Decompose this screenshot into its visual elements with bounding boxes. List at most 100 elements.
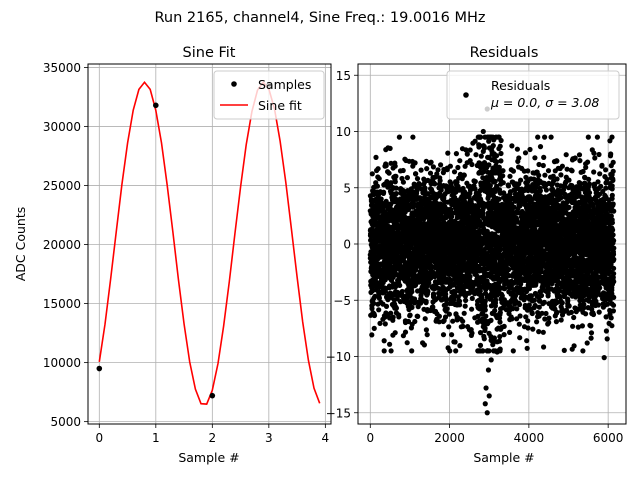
residual-point — [388, 348, 394, 354]
residual-point — [392, 330, 398, 336]
residual-point — [537, 188, 544, 194]
residual-point — [417, 182, 423, 188]
residual-point — [541, 154, 547, 160]
residual-point — [423, 327, 429, 333]
residual-point — [369, 305, 375, 312]
residual-point — [525, 318, 531, 324]
sine-fit-title: Sine Fit — [183, 45, 236, 61]
residual-point — [388, 310, 394, 316]
sine-fit-xtick-label: 3 — [265, 431, 273, 445]
residual-point — [425, 289, 431, 295]
residual-point — [457, 302, 463, 308]
residuals-ytick-label: 15 — [336, 69, 351, 83]
residual-point — [542, 172, 548, 178]
residual-point — [392, 163, 398, 169]
sine-fit-ytick-label: 20000 — [43, 238, 81, 252]
residual-point — [540, 329, 546, 335]
residual-point — [537, 144, 544, 150]
sine-fit-ytick-label: 15000 — [43, 297, 81, 311]
residual-point — [400, 167, 406, 174]
sine-fit-ytick-label: 35000 — [43, 61, 81, 75]
residual-point — [486, 348, 492, 354]
residual-point — [424, 166, 430, 172]
residual-point — [410, 200, 417, 206]
residual-point — [524, 345, 530, 351]
residual-point — [542, 134, 548, 140]
sine-fit-ytick-label: 5000 — [50, 415, 81, 429]
residual-point — [501, 332, 507, 338]
residual-point — [383, 163, 389, 169]
residual-point — [493, 297, 499, 303]
residual-point — [445, 150, 451, 156]
residual-point — [481, 336, 487, 342]
residuals-ytick-label: 0 — [343, 238, 351, 252]
residual-point — [498, 150, 504, 157]
residual-point — [517, 335, 523, 341]
residual-point — [414, 176, 421, 182]
residuals-xtick-label: 4000 — [514, 431, 545, 445]
residual-point — [386, 170, 392, 176]
residual-point — [388, 201, 394, 207]
residual-point — [428, 159, 434, 165]
residual-point — [375, 166, 381, 172]
residual-point — [430, 304, 436, 310]
residuals-xtick-label: 0 — [366, 431, 374, 445]
residual-point — [507, 329, 513, 335]
residual-point — [457, 343, 463, 349]
residual-point — [376, 295, 382, 301]
residual-point — [393, 173, 399, 179]
residual-point — [404, 340, 410, 346]
residual-point — [535, 134, 541, 140]
residual-point — [510, 168, 516, 174]
sine-fit-xtick-label: 2 — [209, 431, 217, 445]
residual-point — [486, 162, 492, 168]
residual-point — [452, 339, 458, 345]
residual-point — [531, 297, 538, 303]
residual-point — [497, 319, 503, 325]
sine-fit-legend: Samples Sine fit — [213, 70, 325, 120]
residuals-ytick-label: −10 — [326, 350, 351, 364]
residual-point — [500, 173, 506, 179]
residual-point — [446, 324, 452, 330]
residual-point — [462, 303, 468, 309]
residuals-xtick-label: 2000 — [434, 431, 465, 445]
residual-point — [371, 300, 377, 306]
residual-point — [393, 185, 399, 191]
sine-fit-line — [98, 81, 321, 405]
residual-point — [382, 321, 388, 327]
residual-point — [407, 312, 413, 318]
residual-point — [527, 146, 533, 153]
residual-point — [402, 329, 409, 335]
residual-point — [435, 167, 441, 173]
residual-point — [530, 326, 536, 332]
residual-point — [532, 155, 538, 161]
residual-point — [369, 171, 375, 177]
residual-point — [488, 317, 494, 323]
residual-point — [412, 160, 418, 166]
residual-point — [545, 290, 551, 296]
residual-point — [469, 330, 475, 336]
sine-fit-ytick-label: 10000 — [43, 356, 81, 370]
residual-point — [561, 347, 567, 353]
residual-point — [500, 168, 506, 174]
residual-point — [509, 316, 515, 322]
residual-point — [507, 173, 513, 179]
residual-point — [388, 160, 394, 166]
residual-point — [536, 329, 542, 335]
residual-point — [392, 179, 398, 185]
residual-point — [369, 332, 375, 338]
residual-point — [430, 164, 436, 170]
residual-point — [449, 332, 455, 338]
residual-point — [457, 158, 463, 164]
residual-point — [543, 310, 549, 317]
residual-point — [381, 348, 387, 354]
residual-point — [422, 185, 428, 191]
residual-point — [447, 163, 453, 169]
residual-point — [477, 342, 484, 348]
residual-point — [541, 344, 547, 350]
residual-point — [434, 171, 440, 177]
residual-point — [418, 167, 424, 173]
residuals-ytick-label: 5 — [343, 181, 351, 195]
residual-point — [409, 289, 415, 295]
residual-point — [450, 318, 456, 324]
